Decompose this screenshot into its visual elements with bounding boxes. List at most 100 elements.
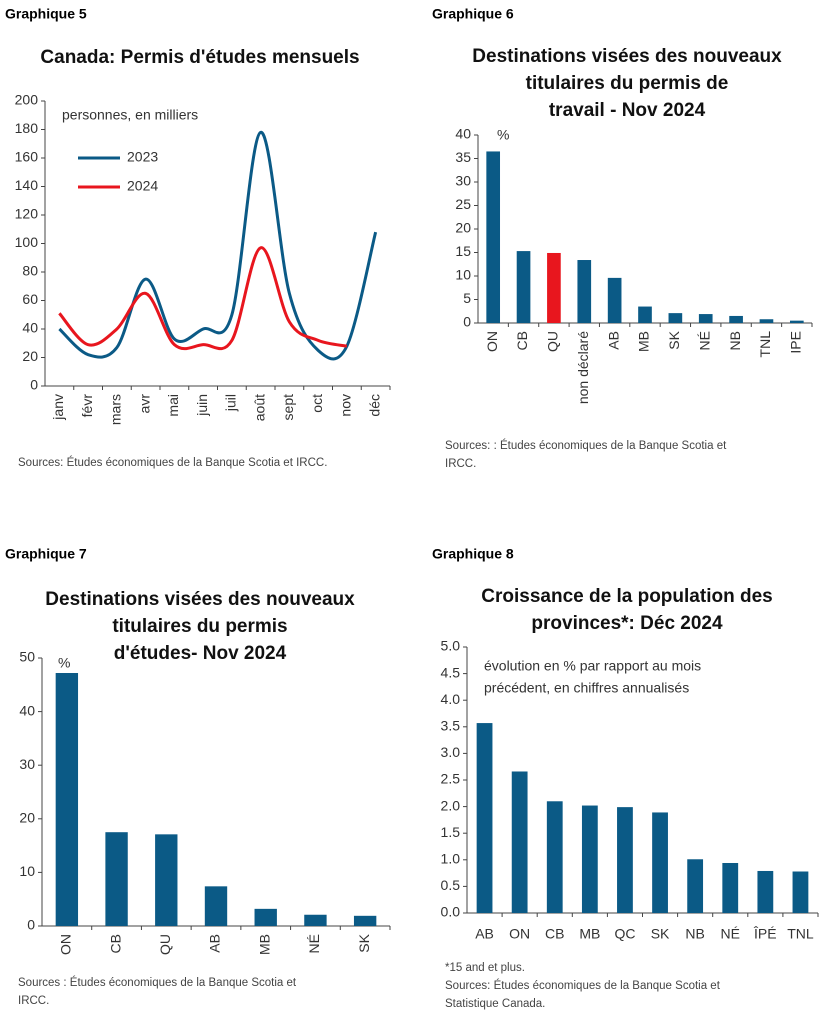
bar: [486, 151, 501, 323]
y-tick-label: 4.5: [441, 664, 461, 680]
bar: [759, 319, 774, 323]
y-tick-label: 30: [19, 756, 35, 772]
x-tick-label: ON: [484, 331, 500, 352]
x-tick-label: NB: [727, 331, 743, 350]
x-tick-label: févr: [79, 394, 95, 418]
x-tick-label: mars: [108, 394, 124, 425]
y-tick-label: 10: [455, 267, 471, 283]
x-tick-label: SK: [356, 933, 372, 952]
y-tick-label: 180: [15, 120, 39, 136]
bar: [254, 908, 277, 926]
y-tick-label: 1.5: [441, 824, 461, 840]
y-tick-label: 20: [22, 348, 38, 364]
bar: [698, 314, 713, 323]
bar: [729, 315, 743, 323]
bar: [55, 673, 79, 926]
chart-label: Graphique 7: [5, 546, 87, 562]
annotation: personnes, en milliers: [62, 107, 198, 123]
bar: [476, 723, 493, 913]
bar: [792, 871, 809, 913]
chart-title: Destinations visées des nouveaux: [45, 589, 355, 610]
y-tick-label: 3.5: [441, 718, 461, 734]
y-tick-label: 5: [463, 290, 471, 306]
x-tick-label: TNL: [787, 926, 814, 942]
x-tick-label: CB: [545, 926, 564, 942]
x-tick-label: janv: [50, 394, 66, 421]
sources: Sources : Études économiques de la Banqu…: [18, 976, 297, 989]
bar: [546, 801, 563, 913]
bar: [204, 886, 228, 926]
y-tick-label: 100: [15, 234, 39, 250]
bar: [353, 915, 377, 926]
y-tick-label: 2.5: [441, 771, 461, 787]
sources: *15 and et plus.: [445, 962, 525, 974]
legend-label: 2024: [127, 178, 158, 194]
chart-title: provinces*: Déc 2024: [531, 613, 723, 634]
annotation: %: [58, 655, 70, 671]
chart-label: Graphique 5: [5, 6, 87, 22]
x-tick-label: CB: [514, 331, 530, 350]
chart-title: Canada: Permis d'études mensuels: [40, 47, 359, 68]
bar: [757, 870, 774, 913]
x-tick-label: SK: [651, 926, 670, 942]
sources: IRCC.: [445, 458, 476, 470]
bar: [617, 807, 633, 913]
y-tick-label: 40: [19, 702, 35, 718]
x-tick-label: ÎPÉ: [753, 926, 777, 942]
bar: [304, 914, 327, 926]
y-tick-label: 200: [15, 92, 39, 108]
bar: [607, 277, 622, 323]
bar: [547, 252, 561, 323]
y-tick-label: 25: [455, 196, 471, 212]
x-tick-label: SK: [666, 330, 682, 349]
chart-title: Destinations visées des nouveaux: [472, 46, 782, 67]
sources: Sources: Études économiques de la Banque…: [445, 979, 721, 992]
sources: Sources: : Études économiques de la Banq…: [445, 439, 727, 452]
y-tick-label: 20: [455, 220, 471, 236]
x-tick-label: juin: [194, 394, 210, 417]
annotation: %: [497, 127, 509, 143]
bar: [638, 306, 652, 323]
chart-label: Graphique 8: [432, 546, 514, 562]
bar: [687, 859, 704, 913]
bar: [516, 251, 531, 323]
x-tick-label: ON: [509, 926, 530, 942]
y-tick-label: 0: [30, 377, 38, 393]
y-tick-label: 0: [463, 314, 471, 330]
bar: [652, 812, 668, 913]
y-tick-label: 40: [22, 320, 38, 336]
x-tick-label: QU: [157, 934, 173, 955]
line-series: [58, 130, 378, 361]
x-tick-label: QU: [545, 331, 561, 352]
y-tick-label: 4.0: [441, 691, 461, 707]
x-tick-label: juil: [223, 394, 239, 412]
y-tick-label: 0.0: [441, 904, 461, 920]
chart-title: d'études- Nov 2024: [114, 643, 287, 664]
x-tick-label: non déclaré: [575, 331, 591, 404]
bar: [789, 320, 804, 323]
y-tick-label: 1.0: [441, 851, 461, 867]
y-tick-label: 60: [22, 291, 38, 307]
y-tick-label: 120: [15, 206, 39, 222]
y-tick-label: 50: [19, 649, 35, 665]
x-tick-label: ON: [58, 934, 74, 955]
bar: [722, 862, 739, 913]
y-tick-label: 20: [19, 810, 35, 826]
sources: Statistique Canada.: [445, 998, 545, 1010]
x-tick-label: avr: [136, 394, 152, 414]
x-tick-label: TNL: [757, 331, 773, 358]
x-tick-label: NB: [685, 926, 704, 942]
bar: [577, 260, 592, 323]
x-tick-label: AB: [475, 926, 494, 942]
bar: [581, 805, 598, 913]
chart-label: Graphique 6: [432, 6, 514, 22]
y-tick-label: 5.0: [441, 638, 461, 654]
x-tick-label: AB: [207, 934, 223, 953]
y-tick-label: 140: [15, 177, 39, 193]
x-tick-label: QC: [614, 926, 635, 942]
y-tick-label: 3.0: [441, 744, 461, 760]
y-tick-label: 35: [455, 149, 471, 165]
y-tick-label: 0: [27, 917, 35, 933]
chart-title: travail - Nov 2024: [549, 100, 706, 121]
